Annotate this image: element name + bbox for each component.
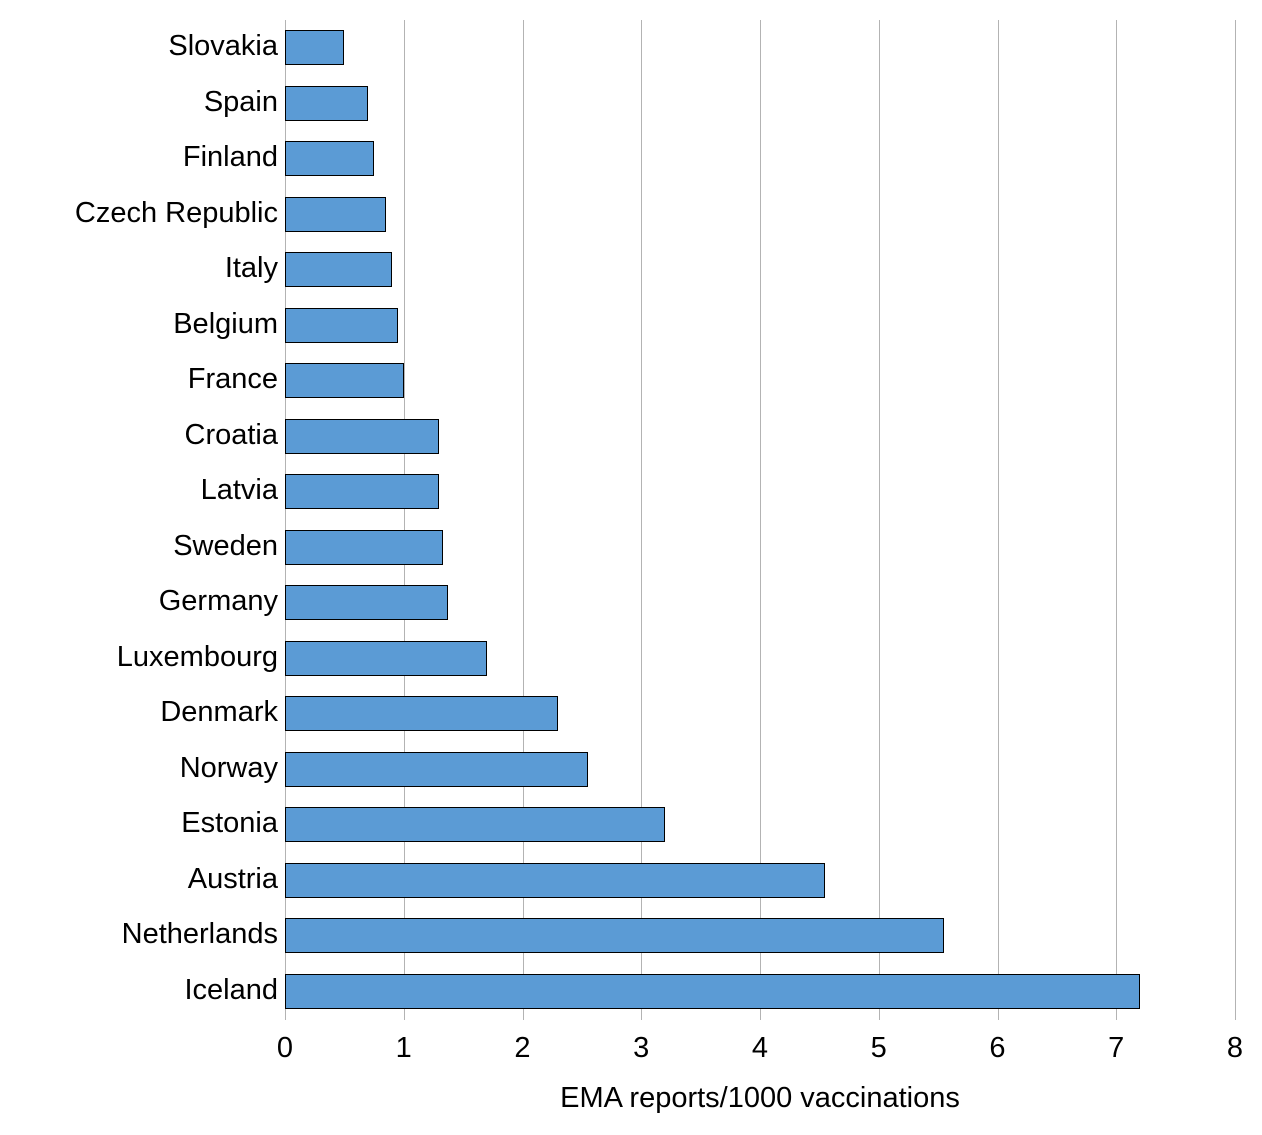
bar: [285, 696, 558, 731]
bar: [285, 807, 665, 842]
bar: [285, 974, 1140, 1009]
y-axis-label: France: [0, 363, 278, 396]
bars-layer: [285, 20, 1235, 1020]
bar: [285, 641, 487, 676]
y-axis-label: Netherlands: [0, 918, 278, 951]
bar: [285, 918, 944, 953]
y-axis-label: Luxembourg: [0, 641, 278, 674]
x-tick-label: 3: [633, 1032, 649, 1065]
bar: [285, 252, 392, 287]
bar: [285, 863, 825, 898]
y-axis-label: Croatia: [0, 419, 278, 452]
y-axis-label: Estonia: [0, 807, 278, 840]
x-tick-label: 7: [1108, 1032, 1124, 1065]
x-tick-label: 0: [277, 1032, 293, 1065]
y-axis-label: Sweden: [0, 530, 278, 563]
y-axis-label: Latvia: [0, 474, 278, 507]
bar: [285, 141, 374, 176]
x-tick-label: 4: [752, 1032, 768, 1065]
bar: [285, 308, 398, 343]
bar: [285, 30, 344, 65]
y-axis-label: Italy: [0, 252, 278, 285]
y-axis-label: Germany: [0, 585, 278, 618]
y-axis-label: Norway: [0, 752, 278, 785]
y-axis-label: Finland: [0, 141, 278, 174]
grid-line: [1235, 20, 1236, 1020]
bar: [285, 86, 368, 121]
y-axis-label: Spain: [0, 86, 278, 119]
x-tick-label: 5: [871, 1032, 887, 1065]
y-axis-label: Denmark: [0, 696, 278, 729]
y-axis-label: Czech Republic: [0, 197, 278, 230]
bar: [285, 363, 404, 398]
y-axis-label: Slovakia: [0, 30, 278, 63]
bar: [285, 585, 448, 620]
bar: [285, 530, 443, 565]
x-axis-ticks: 012345678: [285, 1032, 1235, 1072]
y-axis-labels: Slovakia Spain Finland Czech Republic Italy B…: [0, 20, 278, 1020]
x-axis-label: EMA reports/1000 vaccinations: [285, 1082, 1235, 1115]
bar: [285, 197, 386, 232]
chart-container: Slovakia Spain Finland Czech Republic Italy B…: [0, 0, 1262, 1135]
x-tick-label: 8: [1227, 1032, 1243, 1065]
bar: [285, 419, 439, 454]
x-tick-label: 1: [396, 1032, 412, 1065]
y-axis-label: Austria: [0, 863, 278, 896]
bar: [285, 474, 439, 509]
x-tick-label: 2: [514, 1032, 530, 1065]
bar: [285, 752, 588, 787]
x-tick-label: 6: [989, 1032, 1005, 1065]
y-axis-label: Iceland: [0, 974, 278, 1007]
y-axis-label: Belgium: [0, 308, 278, 341]
